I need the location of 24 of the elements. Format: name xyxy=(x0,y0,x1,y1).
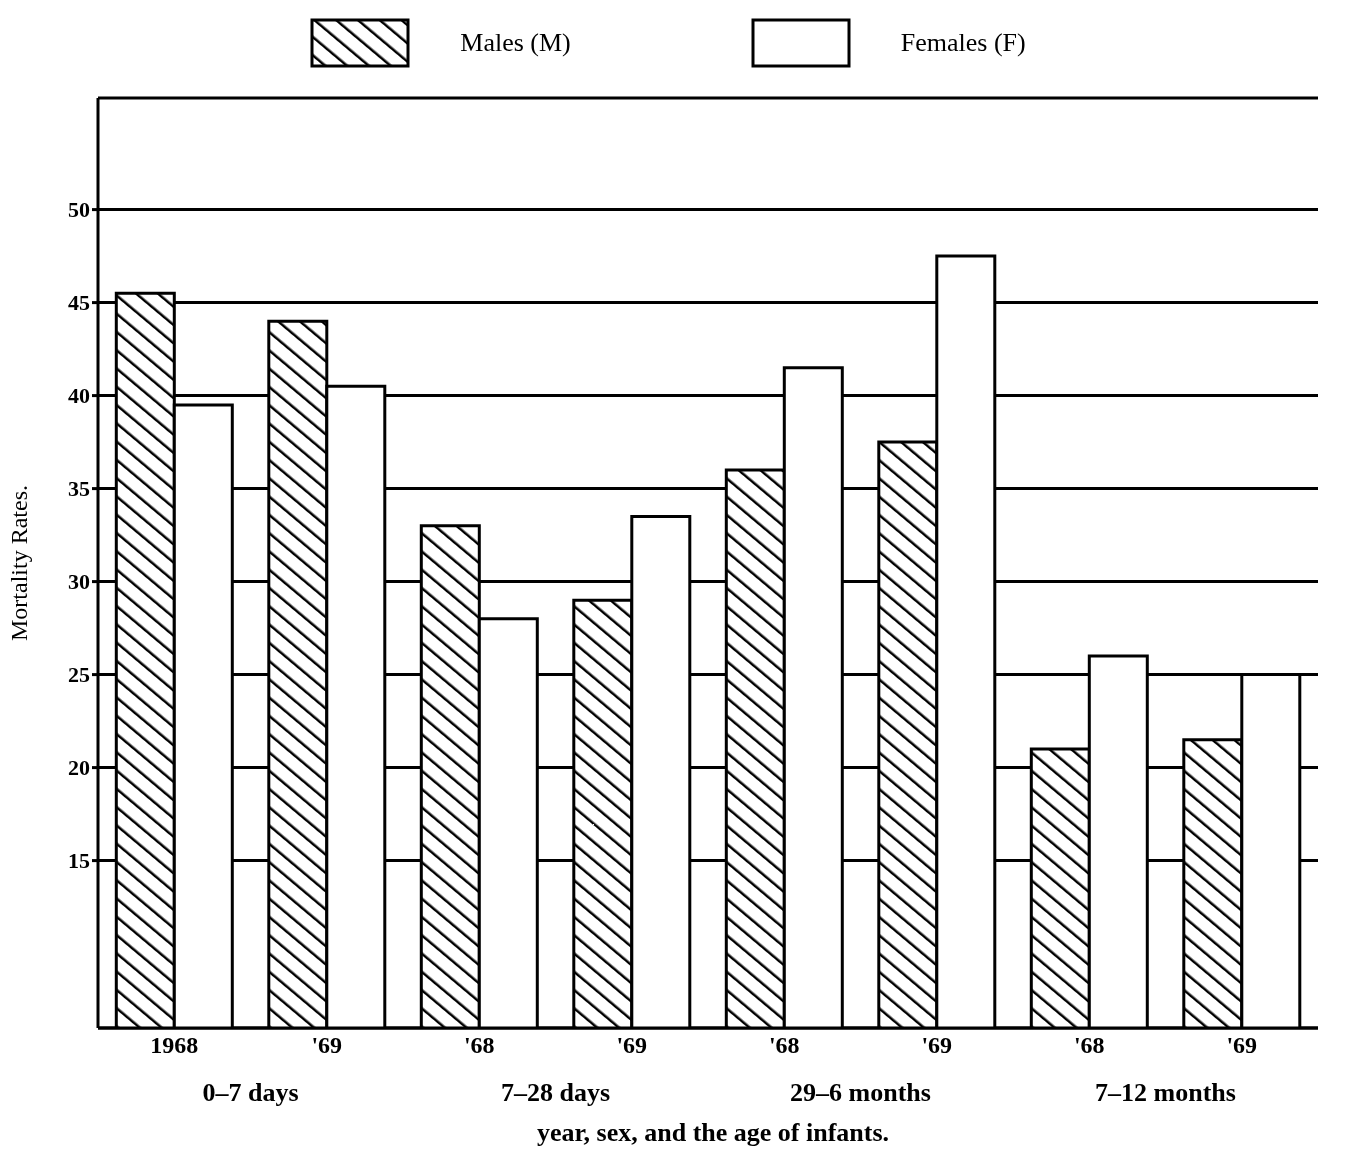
legend-label: Males (M) xyxy=(460,28,571,58)
text: 29–6 months xyxy=(790,1078,931,1108)
text: 7–28 days xyxy=(500,1078,611,1108)
y-tick-label: 50 xyxy=(68,197,90,223)
y-tick-label: 20 xyxy=(68,755,90,781)
y-tick-label: 25 xyxy=(68,662,90,688)
text: 0–7 days xyxy=(202,1078,299,1108)
x-tick-label: '69 xyxy=(921,1032,953,1059)
y-tick-label: 35 xyxy=(68,476,90,502)
y-axis-title: Mortality Rates. xyxy=(5,485,32,641)
x-tick-label: '68 xyxy=(768,1032,800,1059)
x-tick-label: '69 xyxy=(311,1032,343,1059)
x-tick-label: 1968 xyxy=(150,1032,199,1059)
y-tick-label: 30 xyxy=(68,569,90,595)
y-tick-label: 45 xyxy=(68,290,90,316)
x-tick-label: '68 xyxy=(1073,1032,1105,1059)
y-tick-label: 15 xyxy=(68,848,90,874)
x-tick-label: '69 xyxy=(1226,1032,1258,1059)
y-tick-label: 40 xyxy=(68,383,90,409)
x-tick-label: '68 xyxy=(463,1032,495,1059)
text: 7–12 months xyxy=(1095,1078,1236,1108)
legend-label: Females (F) xyxy=(900,28,1026,58)
x-axis-title: year, sex, and the age of infants. xyxy=(535,1118,891,1148)
x-tick-label: '69 xyxy=(616,1032,648,1059)
